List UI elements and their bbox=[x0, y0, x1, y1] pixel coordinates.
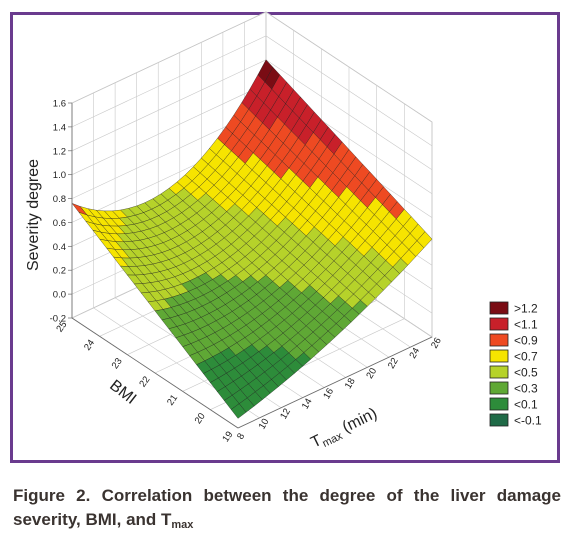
x-tick-label: 8 bbox=[235, 431, 247, 441]
legend-label: <1.1 bbox=[514, 318, 538, 332]
legend-label: <0.5 bbox=[514, 366, 538, 380]
y-tick-label: 23 bbox=[110, 356, 125, 371]
z-tick-label: 0.6 bbox=[53, 218, 66, 229]
legend-label: >1.2 bbox=[514, 302, 538, 316]
y-axis-line bbox=[71, 317, 239, 429]
y-tick-label: 25 bbox=[54, 319, 69, 334]
x-tick-label: 20 bbox=[364, 366, 379, 381]
z-tick-label: 1.0 bbox=[53, 170, 66, 181]
x-tick-label: 26 bbox=[429, 336, 444, 351]
legend-swatch bbox=[489, 397, 509, 411]
legend-swatch bbox=[489, 365, 509, 379]
x-axis-line bbox=[237, 336, 433, 429]
x-tick-label: 18 bbox=[343, 376, 358, 391]
y-tick-label: 20 bbox=[193, 411, 208, 426]
legend-swatch bbox=[489, 413, 509, 427]
z-tick-label: 1.2 bbox=[53, 146, 66, 157]
z-axis-title: Severity degree bbox=[25, 159, 42, 271]
legend-label: <0.7 bbox=[514, 350, 538, 364]
x-tick-label: 14 bbox=[300, 397, 315, 412]
surface-mesh bbox=[71, 59, 433, 419]
legend-label: <0.9 bbox=[514, 334, 538, 348]
x-axis-title: Tmax (min) bbox=[308, 405, 381, 454]
caption-text: Figure 2. Correlation between the degree… bbox=[13, 486, 561, 529]
caption-subscript: max bbox=[171, 519, 194, 531]
legend: >1.2 <1.1 <0.9 <0.7 <0.5 <0.3 <0.1 <-0.1 bbox=[489, 301, 542, 428]
x-tick-label: 16 bbox=[321, 386, 336, 401]
z-tick-label: 0.0 bbox=[53, 290, 66, 301]
y-axis-title: BMI bbox=[106, 377, 139, 408]
legend-swatch bbox=[489, 301, 509, 315]
y-tick-label: 21 bbox=[165, 393, 180, 408]
z-tick-label: 0.2 bbox=[53, 266, 66, 277]
z-tick-label: 0.8 bbox=[53, 194, 66, 205]
x-tick-label: 12 bbox=[278, 407, 293, 422]
x-tick-label: 10 bbox=[257, 417, 272, 432]
x-tick-label: 22 bbox=[386, 356, 401, 371]
legend-swatch bbox=[489, 317, 509, 331]
figure-caption: Figure 2. Correlation between the degree… bbox=[13, 484, 561, 537]
legend-swatch bbox=[489, 333, 509, 347]
z-tick-label: 0.4 bbox=[53, 242, 66, 253]
z-tick-label: 1.6 bbox=[53, 99, 66, 110]
surface-plot: 1.6 1.4 1.2 1.0 0.8 0.6 0.4 0.2 0.0 -0.2 Severity … bbox=[25, 11, 542, 454]
y-tick-label: 22 bbox=[137, 374, 152, 389]
legend-swatch bbox=[489, 349, 509, 363]
legend-label: <0.3 bbox=[514, 382, 538, 396]
legend-swatch bbox=[489, 381, 509, 395]
surface-cell bbox=[230, 403, 247, 419]
z-tick-label: -0.2 bbox=[50, 314, 66, 325]
legend-label: <0.1 bbox=[514, 398, 538, 412]
legend-label: <-0.1 bbox=[514, 414, 542, 428]
x-tick-label: 24 bbox=[407, 346, 422, 361]
z-tick-label: 1.4 bbox=[53, 122, 66, 133]
y-tick-label: 24 bbox=[82, 338, 97, 353]
y-tick-label: 19 bbox=[220, 429, 235, 444]
